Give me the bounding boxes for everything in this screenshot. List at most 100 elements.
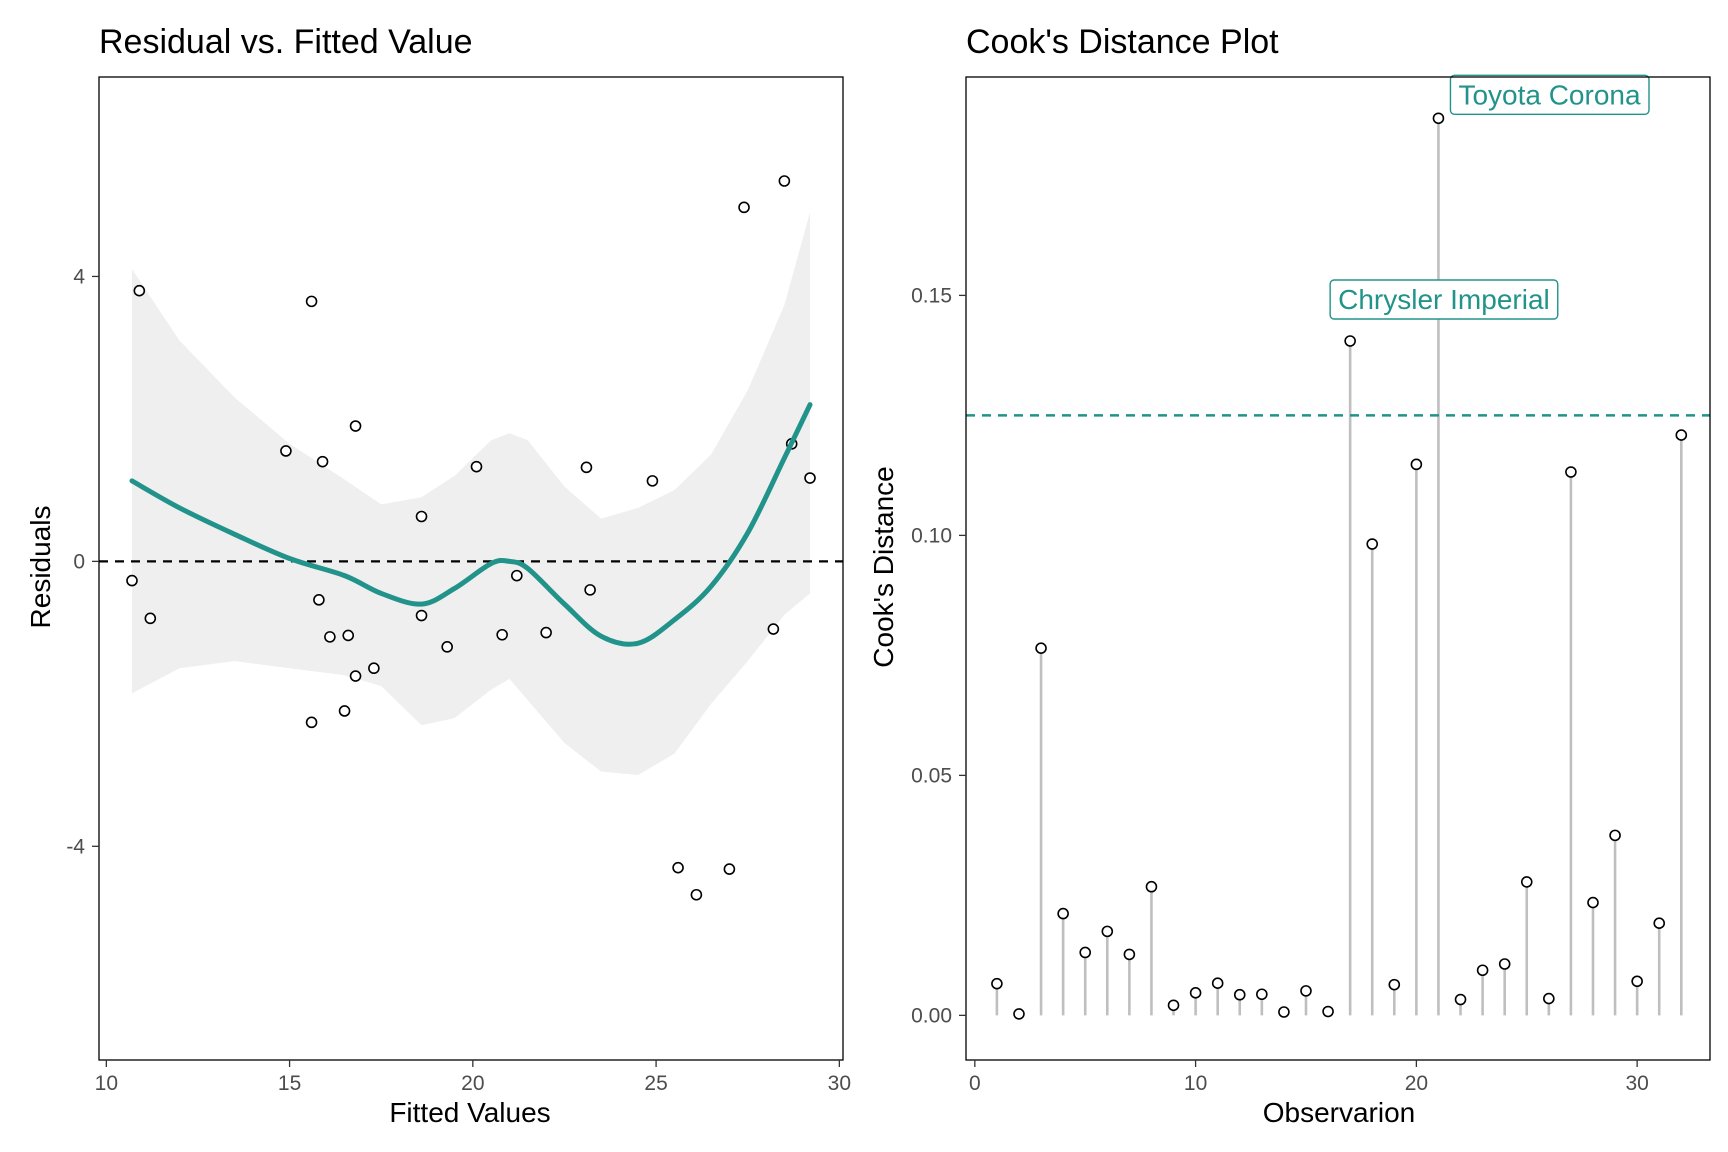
- cooks-point-31: [1653, 917, 1666, 930]
- right-panel-border: [965, 76, 1711, 1061]
- cooks-point-16: [1322, 1005, 1334, 1018]
- residual-point-4: [280, 445, 292, 457]
- residual-point-29: [767, 623, 780, 635]
- residual-point-20: [511, 569, 523, 582]
- residual-point-15: [415, 510, 428, 523]
- residual-point-30: [778, 175, 791, 187]
- y-tick-label: 0.05: [911, 764, 952, 787]
- cooks-point-14: [1278, 1006, 1290, 1018]
- y-tick-label: 0.15: [911, 284, 952, 307]
- loess-smooth-line: [129, 402, 813, 647]
- right-plot-area: Chrysler Imperial Toyota Corona 0 10 20 30 0.0…: [911, 74, 1711, 1095]
- x-tick-label: 10: [1184, 1072, 1207, 1095]
- cooks-point-17: [1344, 335, 1356, 347]
- left-panel-border: [98, 76, 844, 1061]
- y-tick-label: -4: [66, 835, 85, 858]
- x-tick-label: 10: [95, 1072, 118, 1095]
- cooks-distance-panel: Cook's Distance Plot Chrysler Imperial To…: [868, 23, 1711, 1128]
- left-x-axis-label: Fitted Values: [389, 1097, 550, 1128]
- cooks-point-21: [1432, 112, 1445, 125]
- residual-point-21: [540, 626, 552, 639]
- cooks-point-10: [1189, 987, 1202, 999]
- residual-point-18: [470, 460, 483, 473]
- residual-point-14: [368, 662, 380, 675]
- cooks-point-32: [1675, 429, 1688, 441]
- right-chart-title: Cook's Distance Plot: [966, 23, 1279, 61]
- cooks-point-7: [1123, 948, 1136, 961]
- residual-point-7: [313, 594, 325, 606]
- residual-point-17: [441, 641, 453, 653]
- cooks-point-23: [1476, 964, 1489, 977]
- cooks-point-4: [1057, 907, 1069, 920]
- residual-point-3: [144, 612, 157, 625]
- cooks-point-3: [1035, 642, 1047, 654]
- x-tick-label: 30: [1625, 1072, 1648, 1095]
- residual-point-11: [342, 629, 355, 642]
- cooks-point-22: [1454, 993, 1467, 1006]
- cooks-point-29: [1609, 829, 1621, 842]
- y-tick-label: 0.00: [911, 1004, 952, 1027]
- annotation-label: Toyota Corona: [1449, 74, 1650, 115]
- residual-point-9: [324, 631, 336, 643]
- residual-point-16: [415, 609, 428, 622]
- annotation-text: Toyota Corona: [1458, 79, 1641, 110]
- residual-point-26: [690, 888, 703, 901]
- x-tick-label: 20: [1405, 1072, 1428, 1095]
- cooks-point-25: [1520, 876, 1533, 888]
- confidence-band: [132, 212, 810, 776]
- cooks-point-18: [1366, 538, 1379, 550]
- left-y-axis-label: Residuals: [25, 506, 56, 629]
- y-tick-label: 0: [73, 550, 85, 573]
- residual-point-12: [349, 420, 362, 432]
- residual-point-24: [646, 475, 659, 487]
- annotation-box: [1449, 74, 1650, 115]
- annotation-label: Chrysler Imperial: [1329, 279, 1559, 320]
- residual-point-25: [672, 861, 684, 874]
- x-tick-label: 25: [644, 1072, 667, 1095]
- residual-point-2: [133, 284, 146, 297]
- cooks-point-5: [1079, 946, 1092, 959]
- cooks-point-30: [1631, 975, 1643, 988]
- left-plot-area: 10 15 20 25 30 4 0 -4: [66, 76, 851, 1095]
- x-tick-label: 30: [828, 1072, 851, 1095]
- cooks-point-11: [1211, 977, 1224, 990]
- cooks-point-6: [1101, 925, 1114, 938]
- cooks-point-28: [1587, 896, 1599, 909]
- residual-point-32: [804, 472, 816, 484]
- residual-point-6: [305, 716, 318, 729]
- residual-point-27: [723, 863, 736, 875]
- right-y-axis-label: Cook's Distance: [868, 466, 899, 667]
- cooks-point-15: [1300, 985, 1312, 997]
- cooks-point-2: [1013, 1008, 1025, 1020]
- residual-point-13: [349, 670, 362, 682]
- left-chart-title: Residual vs. Fitted Value: [99, 23, 473, 61]
- cooks-point-13: [1256, 988, 1268, 1001]
- cooks-point-27: [1565, 466, 1577, 478]
- x-tick-label: 0: [969, 1072, 981, 1095]
- y-tick-label: 4: [73, 265, 85, 288]
- residual-point-23: [584, 584, 596, 596]
- residual-point-10: [338, 705, 351, 717]
- annotation-text: Chrysler Imperial: [1338, 284, 1550, 315]
- cooks-point-26: [1543, 992, 1555, 1005]
- residual-point-5: [305, 295, 318, 308]
- x-tick-label: 15: [278, 1072, 301, 1095]
- residual-point-19: [496, 628, 508, 641]
- cooks-point-9: [1167, 999, 1180, 1012]
- cooks-point-12: [1233, 988, 1246, 1001]
- residual-point-1: [126, 574, 138, 587]
- cooks-point-20: [1410, 458, 1423, 471]
- cooks-point-8: [1145, 880, 1158, 893]
- x-tick-label: 20: [461, 1072, 484, 1095]
- residual-point-8: [316, 455, 329, 468]
- annotation-box: [1329, 279, 1559, 320]
- cooks-point-1: [991, 977, 1003, 990]
- right-x-axis-label: Observarion: [1263, 1097, 1416, 1128]
- residual-point-22: [580, 461, 593, 474]
- y-tick-label: 0.10: [911, 524, 952, 547]
- residual-vs-fitted-panel: Residual vs. Fitted Value 10 15 20 25 30 4 0 -4…: [25, 23, 851, 1128]
- cooks-point-19: [1388, 978, 1401, 991]
- residual-point-28: [738, 201, 750, 214]
- cooks-point-24: [1498, 958, 1511, 970]
